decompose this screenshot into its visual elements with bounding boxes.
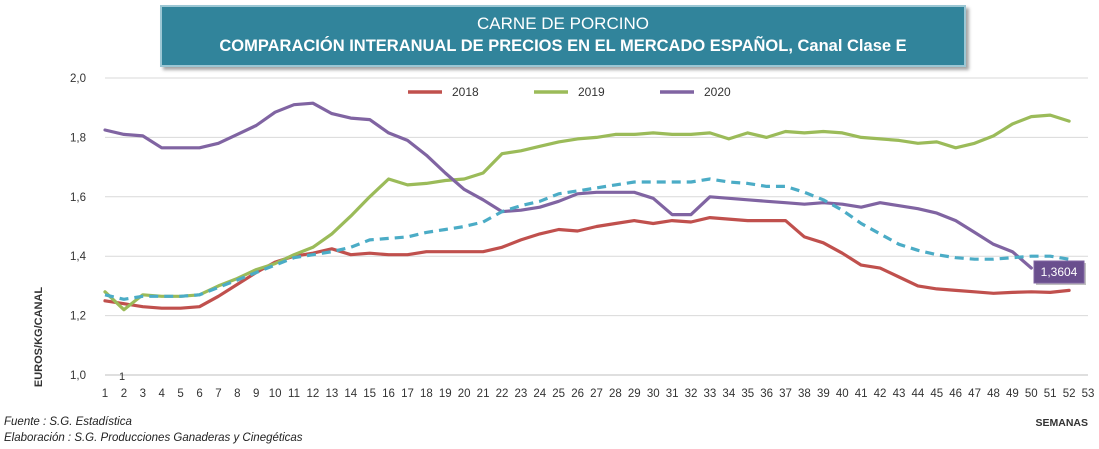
x-tick-label: 3	[140, 388, 146, 400]
x-tick-label: 20	[458, 388, 471, 400]
legend-label: 2020	[704, 85, 731, 99]
x-tick-label: 12	[307, 388, 320, 400]
x-tick-label: 9	[253, 388, 259, 400]
y-tick-label: 1,0	[70, 370, 86, 382]
x-tick-label: 52	[1063, 388, 1076, 400]
series-line-2018	[103, 216, 1071, 310]
x-tick-label: 32	[685, 388, 698, 400]
y-tick-label: 2,0	[70, 73, 86, 85]
x-tick-label: 14	[344, 388, 357, 400]
y-tick-label: 1,6	[70, 192, 86, 204]
y-axis-label: EUROS/KG/CANAL	[33, 287, 45, 388]
x-tick-label: 43	[893, 388, 906, 400]
x-tick-label: 1	[102, 388, 108, 400]
x-tick-label: 22	[496, 388, 509, 400]
annotation-label: 1,3604	[1041, 265, 1078, 279]
x-tick-label: 18	[420, 388, 433, 400]
x-tick-label: 40	[836, 388, 849, 400]
x-tick-label: 46	[949, 388, 962, 400]
x-tick-label: 42	[874, 388, 887, 400]
series-line-series-3	[104, 177, 1070, 301]
x-tick-label: 15	[363, 388, 376, 400]
x-tick-label: 33	[704, 388, 717, 400]
x-tick-label: 4	[159, 388, 166, 400]
x-tick-label: 16	[382, 388, 395, 400]
chart-title-banner: CARNE DE PORCINO COMPARACIÓN INTERANUAL …	[160, 5, 966, 67]
x-tick-label: 2	[121, 388, 127, 400]
x-tick-label: 50	[1025, 388, 1038, 400]
value-annotation: 1,3604	[1033, 260, 1086, 285]
x-tick-label: 35	[741, 388, 754, 400]
y-tick-label: 1,8	[70, 132, 86, 144]
extra-tick-label: 1	[119, 371, 125, 383]
x-tick-label: 25	[552, 388, 565, 400]
x-tick-label: 10	[269, 388, 282, 400]
x-tick-label: 23	[514, 388, 527, 400]
legend: 2018 2019 2020	[408, 85, 731, 99]
x-tick-label: 26	[571, 388, 584, 400]
source-note: Fuente : S.G. Estadística	[4, 416, 132, 428]
x-tick-label: 11	[288, 388, 300, 400]
y-tick-label: 1,4	[70, 251, 87, 263]
x-tick-label: 8	[234, 388, 240, 400]
x-tick-label: 53	[1082, 388, 1095, 400]
annotation-badge	[1033, 260, 1085, 284]
series-lines	[103, 101, 1071, 312]
x-axis-tick-labels: 1 2 3 4 5 6 7 8 9 10 11 12 13 14 15 16 17 18 19 20 21 22 23 24 2…	[102, 388, 1095, 400]
x-tick-label: 28	[609, 388, 622, 400]
x-tick-label: 7	[215, 388, 221, 400]
y-axis-tick-labels: 1,0 1,2 1,4 1,6 1,8 2,0	[70, 73, 87, 382]
x-tick-label: 44	[911, 388, 924, 400]
legend-label: 2019	[578, 85, 605, 99]
x-tick-label: 39	[817, 388, 830, 400]
x-tick-label: 41	[855, 388, 868, 400]
x-tick-label: 13	[325, 388, 338, 400]
x-axis-label: SEMANAS	[1035, 417, 1088, 429]
x-tick-label: 29	[628, 388, 641, 400]
x-tick-label: 38	[798, 388, 811, 400]
x-tick-label: 37	[779, 388, 792, 400]
x-tick-label: 31	[666, 388, 679, 400]
x-tick-label: 27	[590, 388, 603, 400]
x-tick-label: 30	[647, 388, 660, 400]
x-tick-label: 5	[177, 388, 183, 400]
x-tick-label: 19	[439, 388, 452, 400]
x-tick-label: 48	[987, 388, 1000, 400]
x-tick-label: 45	[930, 388, 943, 400]
x-tick-label: 36	[760, 388, 773, 400]
chart-subtitle: COMPARACIÓN INTERANUAL DE PRECIOS EN EL …	[219, 37, 907, 55]
x-tick-label: 51	[1044, 388, 1057, 400]
y-tick-label: 1,2	[70, 311, 86, 323]
x-tick-label: 34	[722, 388, 735, 400]
series-line-2020	[103, 101, 1033, 270]
x-tick-label: 49	[1006, 388, 1019, 400]
x-tick-label: 24	[533, 388, 546, 400]
series-line-2019	[103, 113, 1071, 312]
x-tick-label: 17	[401, 388, 414, 400]
x-tick-label: 21	[477, 388, 490, 400]
legend-label: 2018	[452, 85, 479, 99]
x-tick-label: 6	[196, 388, 202, 400]
elaboration-note: Elaboración : S.G. Producciones Ganadera…	[4, 432, 303, 444]
chart-title: CARNE DE PORCINO	[477, 14, 649, 33]
x-tick-label: 47	[968, 388, 981, 400]
